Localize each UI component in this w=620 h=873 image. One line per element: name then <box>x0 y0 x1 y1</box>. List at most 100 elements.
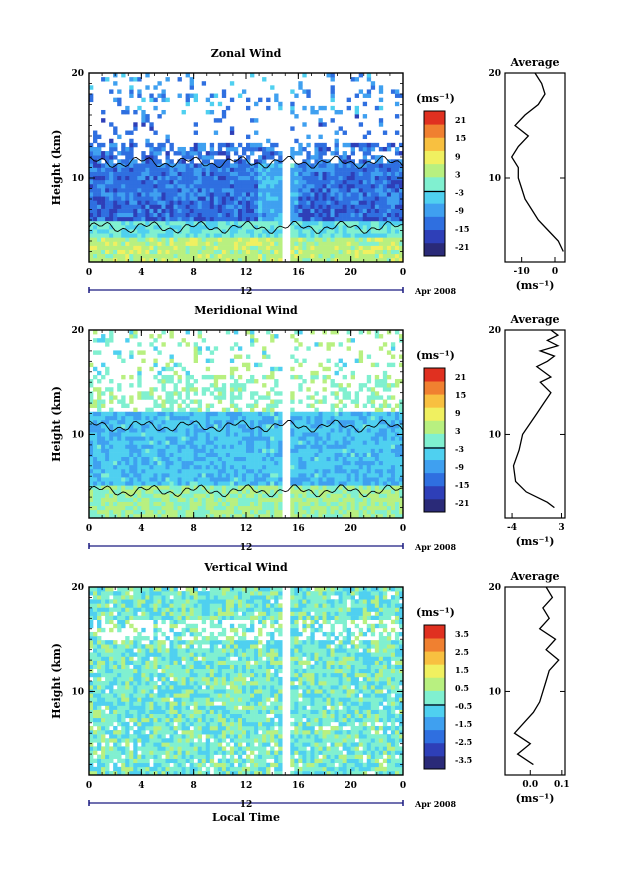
heatmap-cell <box>221 237 227 242</box>
heatmap-cell <box>306 167 311 172</box>
heatmap-cell <box>342 497 347 502</box>
heatmap-cell <box>314 253 319 259</box>
heatmap-cell <box>358 249 364 255</box>
heatmap-cell <box>298 477 303 482</box>
heatmap-cell <box>354 411 360 417</box>
heatmap-cell <box>241 387 247 392</box>
heatmap-cell <box>173 428 178 433</box>
heatmap-cell <box>254 220 259 226</box>
heatmap-cell <box>241 460 247 466</box>
heatmap-cell <box>157 241 162 246</box>
heatmap-cell <box>270 509 275 515</box>
heatmap-cell <box>209 493 215 498</box>
heatmap-cell <box>129 196 134 201</box>
heatmap-cell <box>209 468 215 474</box>
heatmap-cell <box>354 188 360 193</box>
heatmap-cell <box>322 122 327 127</box>
heatmap-cell <box>105 192 110 197</box>
heatmap-cell <box>89 428 94 433</box>
heatmap-cell <box>378 444 384 449</box>
heatmap-cell <box>161 142 166 148</box>
heatmap-cell <box>326 171 331 177</box>
heatmap-cell <box>330 73 335 78</box>
heatmap-cell <box>302 379 307 384</box>
heatmap-cell <box>298 497 303 502</box>
heatmap-cell <box>318 179 323 185</box>
heatmap-cell <box>306 460 311 466</box>
heatmap-cell <box>109 468 114 474</box>
heatmap-cell <box>149 93 154 98</box>
heatmap-cell <box>109 391 114 396</box>
heatmap-cell <box>278 366 283 372</box>
heatmap-cell <box>185 395 190 400</box>
colorbar-swatch <box>424 203 445 217</box>
heatmap-cell <box>398 171 404 177</box>
heatmap-cell <box>370 387 376 392</box>
heatmap-cell <box>93 501 98 507</box>
x-tick-label: 4 <box>138 268 144 278</box>
heatmap-cell <box>157 200 162 205</box>
heatmap-cell <box>213 460 219 466</box>
heatmap-cell <box>274 334 279 339</box>
heatmap-cell <box>250 338 255 343</box>
heatmap-cell <box>354 105 360 111</box>
heatmap-cell <box>237 245 243 250</box>
heatmap-cell <box>241 249 247 255</box>
heatmap-cell <box>358 245 364 250</box>
heatmap-cell <box>229 415 235 421</box>
heatmap-cell <box>241 151 247 156</box>
heatmap-cell <box>374 509 380 515</box>
heatmap-cell <box>350 77 355 82</box>
heatmap-cell <box>258 233 263 238</box>
heatmap-cell <box>334 383 339 388</box>
heatmap-cell <box>302 493 307 498</box>
heatmap-cell <box>177 436 182 441</box>
heatmap-cell <box>149 509 154 515</box>
heatmap-cell <box>101 489 106 494</box>
heatmap-cell <box>125 105 130 111</box>
heatmap-cell <box>205 448 211 453</box>
heatmap-cell <box>258 249 263 255</box>
heatmap-cell <box>161 513 166 519</box>
heatmap-cell <box>89 473 94 478</box>
heatmap-cell <box>350 370 355 376</box>
heatmap-cell <box>197 399 203 404</box>
heatmap-cell <box>274 493 279 498</box>
heatmap-cell <box>378 237 384 242</box>
heatmap-cell <box>141 118 146 123</box>
heatmap-cell <box>342 391 347 396</box>
heatmap-cell <box>197 497 203 502</box>
heatmap-cell <box>390 175 396 181</box>
heatmap-cell <box>125 473 130 478</box>
heatmap-cell <box>266 249 271 255</box>
heatmap-cell <box>302 196 307 201</box>
heatmap-cell <box>169 407 174 413</box>
heatmap-cell <box>362 485 368 490</box>
heatmap-cell <box>254 101 259 107</box>
heatmap-cell <box>354 109 360 115</box>
heatmap-cell <box>97 387 102 392</box>
heatmap-cell <box>370 142 376 148</box>
heatmap-cell <box>141 122 146 127</box>
heatmap-cell <box>394 489 400 494</box>
heatmap-cell <box>366 473 372 478</box>
heatmap-cell <box>145 481 150 486</box>
heatmap-cell <box>266 485 271 490</box>
heatmap-cell <box>89 460 94 466</box>
heatmap-cell <box>237 208 243 213</box>
heatmap-cell <box>362 464 368 470</box>
heatmap-cell <box>221 212 227 218</box>
heatmap-cell <box>338 424 343 429</box>
heatmap-cell <box>294 171 299 177</box>
heatmap-cell <box>93 155 98 160</box>
heatmap-cell <box>270 188 275 193</box>
heatmap-cell <box>278 183 283 189</box>
heatmap-cell <box>149 505 154 511</box>
heatmap-cell <box>370 233 376 238</box>
heatmap-cell <box>141 452 146 457</box>
heatmap-cell <box>338 501 343 507</box>
heatmap-cell <box>105 452 110 457</box>
heatmap-cell <box>113 126 118 131</box>
heatmap-cell <box>221 93 227 98</box>
heatmap-cell <box>217 179 223 185</box>
